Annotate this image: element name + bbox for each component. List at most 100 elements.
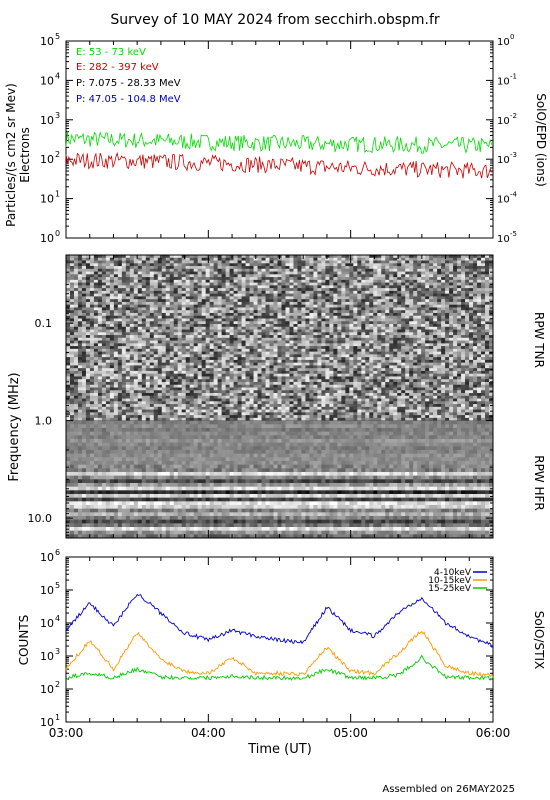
spectrogram-cell bbox=[277, 290, 282, 294]
spectrogram-cell bbox=[365, 354, 370, 358]
spectrogram-cell bbox=[293, 346, 298, 350]
spectrogram-cell bbox=[321, 263, 326, 267]
spectrogram-cell bbox=[237, 312, 242, 317]
spectrogram-cell bbox=[69, 266, 75, 270]
spectrogram-cell bbox=[265, 415, 270, 419]
spectrogram-cell bbox=[277, 390, 282, 394]
spectrogram-cell bbox=[349, 373, 354, 377]
particles-legend-2: P: 7.075 - 28.33 MeV bbox=[76, 78, 181, 89]
spectrogram-cell bbox=[209, 255, 214, 259]
spectrogram-cell bbox=[285, 384, 290, 388]
spectrogram-cell bbox=[105, 346, 111, 350]
spectrogram-cell bbox=[361, 343, 366, 347]
spectrogram-cell bbox=[189, 340, 194, 344]
spectrogram-cell bbox=[345, 370, 350, 374]
spectrogram-cell bbox=[233, 357, 238, 361]
spectrogram-cell bbox=[381, 255, 386, 259]
spectrogram-cell bbox=[269, 401, 274, 405]
spectrogram-cell bbox=[325, 351, 330, 355]
spectrogram-cell bbox=[305, 343, 310, 347]
spectrogram-cell bbox=[253, 290, 258, 294]
spectrogram-cell bbox=[333, 321, 338, 325]
spectrogram-cell bbox=[313, 362, 318, 366]
spectrogram-cell bbox=[277, 398, 282, 402]
spectrogram-cell bbox=[97, 357, 103, 361]
spectrogram-cell bbox=[125, 409, 131, 413]
spectrogram-cell bbox=[209, 401, 214, 405]
spectrogram-cell bbox=[333, 340, 338, 344]
spectrogram-cell bbox=[193, 415, 198, 419]
spectrogram-cell bbox=[173, 395, 179, 399]
spectrogram-cell bbox=[385, 415, 390, 419]
spectrogram-cell bbox=[229, 324, 234, 328]
spectrogram-cell bbox=[313, 282, 318, 286]
spectrogram-cell bbox=[381, 288, 386, 292]
spectrogram-cell bbox=[309, 401, 314, 405]
spectrogram-cell bbox=[249, 417, 254, 421]
spectrogram-cell bbox=[93, 370, 99, 374]
spectrogram-cell bbox=[181, 290, 187, 294]
spectrogram-cell bbox=[293, 390, 298, 394]
spectrogram-cell bbox=[153, 274, 159, 278]
spectrogram-cell bbox=[381, 299, 386, 303]
spectrogram-cell bbox=[273, 406, 278, 410]
spectrogram-cell bbox=[233, 415, 238, 419]
spectrogram-cell bbox=[321, 274, 326, 278]
spectrogram-cell bbox=[297, 357, 302, 361]
spectrogram-cell bbox=[229, 365, 234, 369]
spectrogram-cell bbox=[365, 285, 370, 289]
spectrogram-cell bbox=[201, 417, 206, 421]
spectrogram-cell bbox=[73, 357, 79, 361]
spectrogram-cell bbox=[253, 357, 258, 361]
spectrogram-cell bbox=[333, 406, 338, 410]
spectrogram-cell bbox=[141, 379, 147, 383]
spectrogram-cell bbox=[217, 346, 222, 350]
spectrogram-cell bbox=[301, 299, 306, 303]
spectrogram-cell bbox=[221, 288, 226, 292]
spectrogram-cell bbox=[205, 304, 210, 308]
spectrogram-cell bbox=[165, 315, 171, 319]
spectrogram-cell bbox=[221, 299, 226, 303]
spectrogram-cell bbox=[173, 318, 179, 322]
spectrogram-cell bbox=[233, 307, 238, 311]
spectrogram-cell bbox=[129, 326, 135, 330]
spectrogram-cell bbox=[237, 395, 242, 399]
spectrogram-cell bbox=[261, 310, 266, 314]
spectrogram-cell bbox=[337, 346, 342, 350]
spectrogram-cell bbox=[293, 387, 298, 391]
spectrogram-cell bbox=[77, 384, 83, 388]
spectrogram-cell bbox=[66, 266, 71, 270]
spectrogram-cell bbox=[101, 384, 107, 388]
spectrogram-cell bbox=[101, 376, 107, 380]
spectrogram-cell bbox=[185, 257, 191, 261]
spectrogram-cell bbox=[221, 268, 226, 272]
particles-frame bbox=[65, 40, 494, 239]
spectrogram-cell bbox=[181, 409, 187, 413]
spectrogram-cell bbox=[233, 379, 238, 383]
spectrogram-cell bbox=[289, 359, 294, 363]
spectrogram-cell bbox=[269, 277, 274, 281]
spectrogram-cell bbox=[89, 379, 95, 383]
spectrogram-cell bbox=[305, 384, 310, 388]
spectrogram-cell bbox=[137, 417, 143, 421]
spectrogram-cell bbox=[277, 395, 282, 399]
spectrogram-cell bbox=[66, 326, 71, 330]
spectrogram-cell bbox=[313, 315, 318, 319]
spectrogram-cell bbox=[73, 301, 79, 305]
y-right-tick-exponent: -5 bbox=[510, 230, 517, 238]
spectrogram-cell bbox=[205, 340, 210, 344]
spectrogram-cell bbox=[105, 357, 111, 361]
spectrogram-cell bbox=[233, 255, 238, 259]
spectrogram-cell bbox=[333, 348, 338, 352]
spectrogram-cell bbox=[253, 271, 258, 275]
spectrogram-cell bbox=[365, 398, 370, 402]
spectrogram-cell bbox=[125, 299, 131, 303]
spectrogram-cell bbox=[281, 263, 286, 267]
spectrogram-cell bbox=[181, 390, 187, 394]
spectrogram-cell bbox=[261, 279, 266, 283]
spectrogram-cell bbox=[253, 373, 258, 377]
spectrogram-cell bbox=[245, 290, 250, 294]
spectrogram-cell bbox=[309, 337, 314, 341]
spectrogram-cell bbox=[309, 326, 314, 330]
spectrogram-cell bbox=[265, 351, 270, 355]
